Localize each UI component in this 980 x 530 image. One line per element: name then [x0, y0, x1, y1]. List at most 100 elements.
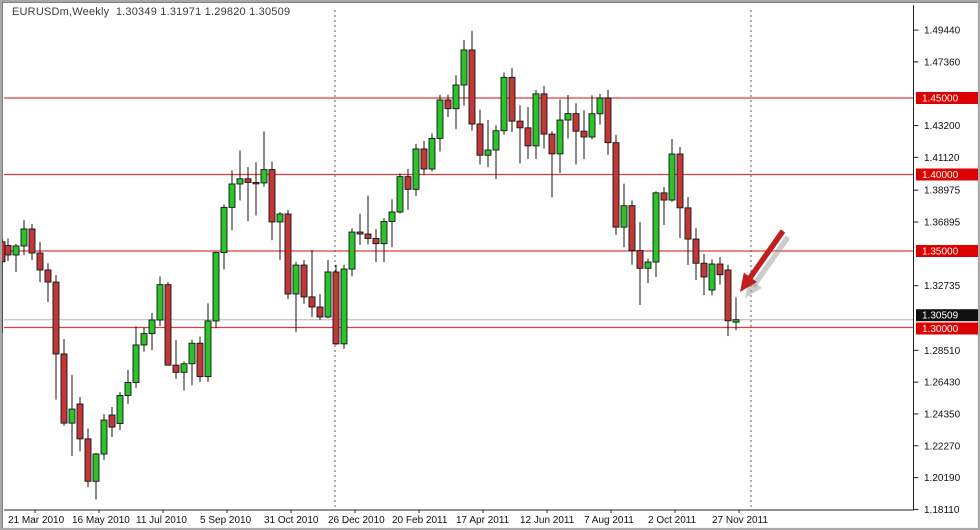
down-arrow-annotation — [745, 229, 786, 283]
candle-body-bull — [124, 381, 132, 396]
candle-body-bear — [316, 306, 324, 318]
candle-body-bear — [300, 264, 308, 298]
candle-body-bear — [508, 76, 516, 122]
candle-body-bear — [692, 238, 700, 264]
candle-body-bull — [532, 93, 540, 147]
candle-body-bull — [484, 149, 492, 156]
candle-body-bear — [516, 120, 524, 129]
candle-body-bear — [52, 281, 60, 355]
down-arrow-annotation — [740, 272, 757, 292]
candle-body-bull — [564, 113, 572, 121]
candle-body-bear — [572, 113, 580, 132]
candle-body-bear — [612, 142, 620, 228]
candle-body-bear — [172, 364, 180, 373]
candle-body-bear — [364, 233, 372, 239]
candle-body-bull — [292, 264, 300, 295]
candle-body-bull — [644, 261, 652, 269]
chart-symbol-ohlc-title: EURUSDm,Weekly 1.30349 1.31971 1.29820 1… — [12, 6, 291, 18]
candle-body-bear — [28, 228, 36, 254]
candle-body-bear — [540, 93, 548, 135]
candle-body-bull — [460, 49, 468, 86]
candle-body-bull — [428, 137, 436, 170]
candle-body-bear — [476, 123, 484, 156]
candle-body-bear — [580, 130, 588, 138]
candle-body-bull — [12, 245, 20, 256]
candle-body-bear — [356, 231, 364, 235]
candle-body-bear — [332, 271, 340, 345]
candle-body-bull — [212, 252, 220, 322]
candle-body-bear — [604, 97, 612, 144]
current-price-badge — [916, 309, 978, 322]
price-tick-label: 1.43200 — [924, 121, 961, 132]
date-tick-label: 31 Oct 2010 — [264, 515, 319, 526]
candle-body-bull — [140, 333, 148, 346]
level-price-badge — [916, 168, 978, 181]
candle-body-bull — [396, 176, 404, 213]
candle-body-bear — [196, 342, 204, 378]
candle-body-bull — [340, 268, 348, 345]
price-tick-label: 1.20190 — [924, 473, 961, 484]
candle-body-bull — [204, 320, 212, 378]
candle-body-bull — [732, 319, 740, 323]
candle-body-bull — [452, 84, 460, 110]
candle-body-bull — [500, 76, 508, 132]
candle-body-bull — [596, 97, 604, 115]
candle-body-bear — [284, 213, 292, 295]
price-tick-label: 1.32735 — [924, 281, 961, 292]
price-tick-label: 1.47360 — [924, 57, 961, 68]
price-tick-label: 1.18110 — [924, 505, 960, 516]
candle-body-bear — [524, 127, 532, 147]
candle-body-bear — [420, 148, 428, 170]
date-tick-label: 5 Sep 2010 — [200, 515, 252, 526]
price-badge-label: 1.35000 — [922, 247, 959, 258]
candle-body-bear — [84, 438, 92, 482]
candle-body-bear — [268, 169, 276, 223]
candle-body-bear — [76, 403, 84, 440]
level-price-badge — [916, 322, 978, 335]
candle-body-bull — [156, 284, 164, 321]
candle-body-bear — [444, 99, 452, 110]
candle-body-bear — [164, 284, 172, 366]
candle-body-bear — [548, 133, 556, 155]
candle-body-bull — [148, 319, 156, 335]
candle-body-bear — [636, 250, 644, 269]
candle-body-bull — [588, 113, 596, 138]
date-tick-label: 27 Nov 2011 — [712, 515, 768, 526]
candle-body-bear — [724, 269, 732, 322]
price-badge-label: 1.30000 — [922, 324, 959, 335]
candle-body-bull — [388, 211, 396, 222]
candle-body-bear — [308, 296, 316, 308]
candle-body-bull — [668, 153, 676, 201]
candle-body-bull — [324, 271, 332, 318]
candle-body-bear — [468, 49, 476, 125]
candle-body-bull — [132, 344, 140, 383]
candle-body-bull — [188, 342, 196, 365]
candle-body-bull — [380, 221, 388, 245]
candle-body-bull — [652, 192, 660, 263]
level-price-badge — [916, 245, 978, 257]
date-tick-label: 2 Oct 2011 — [648, 515, 697, 526]
price-tick-label: 1.22270 — [924, 441, 961, 452]
candle-body-bull — [556, 119, 564, 155]
candle-body-bull — [276, 213, 284, 223]
candle-body-bull — [92, 453, 100, 482]
candle-body-bull — [220, 206, 228, 253]
candle-body-bear — [700, 262, 708, 278]
price-tick-label: 1.38975 — [924, 186, 961, 197]
date-tick-label: 7 Aug 2011 — [584, 515, 634, 526]
date-tick-label: 11 Jul 2010 — [136, 515, 187, 526]
candle-body-bear — [660, 192, 668, 201]
candle-body-bull — [492, 130, 500, 151]
candle-body-bear — [60, 353, 68, 424]
candle-body-bear — [628, 205, 636, 251]
candle-body-bear — [372, 238, 380, 245]
candle-body-bull — [412, 148, 420, 190]
candle-body-bull — [180, 363, 188, 373]
candle-body-bear — [716, 263, 724, 276]
date-tick-label: 26 Dec 2010 — [328, 515, 385, 526]
price-badge-label: 1.40000 — [922, 170, 959, 181]
candle-body-bull — [620, 205, 628, 228]
candle-body-bull — [348, 231, 356, 270]
candle-body-bull — [708, 263, 716, 291]
